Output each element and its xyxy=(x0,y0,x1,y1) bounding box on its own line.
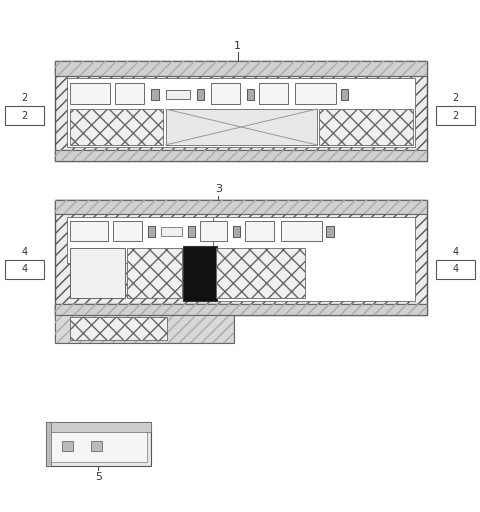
Bar xyxy=(326,226,334,237)
Bar xyxy=(151,89,159,100)
Bar xyxy=(233,226,240,237)
Bar xyxy=(55,304,234,343)
Bar xyxy=(5,106,44,125)
Bar xyxy=(55,150,427,161)
Bar xyxy=(49,426,147,462)
Bar xyxy=(161,227,182,236)
Bar xyxy=(67,217,213,263)
Bar xyxy=(259,83,288,104)
Bar xyxy=(115,83,144,104)
Bar xyxy=(188,226,195,237)
Bar xyxy=(55,150,427,161)
Bar xyxy=(55,200,427,214)
Bar xyxy=(247,89,254,100)
Bar xyxy=(55,304,234,343)
Bar xyxy=(70,83,110,104)
Text: 4: 4 xyxy=(22,264,27,274)
Bar xyxy=(436,260,475,279)
Text: 3: 3 xyxy=(215,184,222,195)
Text: 1: 1 xyxy=(234,41,241,51)
Bar xyxy=(216,248,304,298)
Bar xyxy=(55,61,427,76)
Text: 2: 2 xyxy=(452,93,459,103)
Bar xyxy=(127,248,182,298)
Text: 4: 4 xyxy=(22,247,27,257)
Bar xyxy=(295,83,336,104)
Bar xyxy=(46,422,151,466)
Bar xyxy=(200,221,227,241)
Text: 2: 2 xyxy=(21,111,28,121)
Text: 4: 4 xyxy=(453,264,458,274)
Bar xyxy=(436,106,475,125)
Bar xyxy=(70,221,108,241)
Text: 4: 4 xyxy=(453,247,458,257)
Text: 2: 2 xyxy=(452,111,459,121)
Text: 5: 5 xyxy=(95,472,102,482)
Bar xyxy=(341,89,348,100)
Bar xyxy=(113,221,142,241)
Bar xyxy=(46,422,51,466)
Bar xyxy=(55,61,427,161)
Bar xyxy=(213,217,415,301)
Bar xyxy=(67,78,415,147)
Text: 2: 2 xyxy=(21,93,28,103)
Bar xyxy=(281,221,322,241)
Bar xyxy=(55,304,427,315)
Bar xyxy=(46,422,151,432)
Bar xyxy=(319,109,413,145)
Bar xyxy=(183,246,217,301)
Bar xyxy=(166,109,317,145)
Bar xyxy=(70,317,167,340)
Bar xyxy=(197,89,204,100)
Bar xyxy=(91,441,102,451)
Bar xyxy=(62,441,73,451)
Bar xyxy=(148,226,155,237)
Bar xyxy=(5,260,44,279)
Bar xyxy=(70,109,163,145)
Bar xyxy=(70,248,125,298)
Bar xyxy=(55,304,427,315)
Bar xyxy=(245,221,274,241)
Bar xyxy=(55,200,427,214)
Bar xyxy=(166,90,190,99)
Bar xyxy=(55,61,427,76)
Bar xyxy=(55,200,427,315)
Bar xyxy=(211,83,240,104)
